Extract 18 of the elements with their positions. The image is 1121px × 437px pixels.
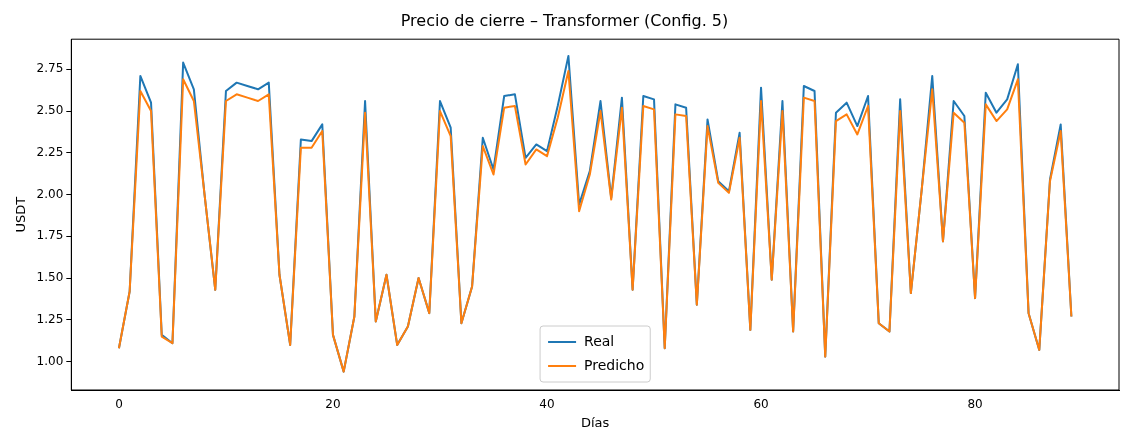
y-tick-label: 2.75 [36, 61, 64, 76]
x-axis-title: Días [580, 414, 610, 430]
legend-label: Predicho [584, 356, 645, 373]
chart-title: Precio de cierre – Transformer (Config. 5) [400, 10, 729, 30]
y-tick-label: 1.50 [36, 270, 64, 285]
y-axis-title: USDT [13, 196, 29, 233]
y-tick-label: 2.00 [36, 186, 64, 201]
y-tick-label: 1.75 [36, 228, 64, 243]
x-tick-label: 0 [115, 397, 123, 412]
y-tick-label: 1.25 [36, 311, 64, 326]
y-tick-label: 2.50 [36, 103, 64, 118]
x-tick-label: 20 [325, 397, 341, 412]
y-tick-label: 1.00 [36, 353, 64, 368]
legend-label: Real [584, 332, 615, 349]
x-tick-label: 80 [967, 397, 983, 412]
x-tick-label: 40 [539, 397, 555, 412]
y-tick-label: 2.25 [36, 144, 64, 159]
x-tick-label: 60 [753, 397, 769, 412]
